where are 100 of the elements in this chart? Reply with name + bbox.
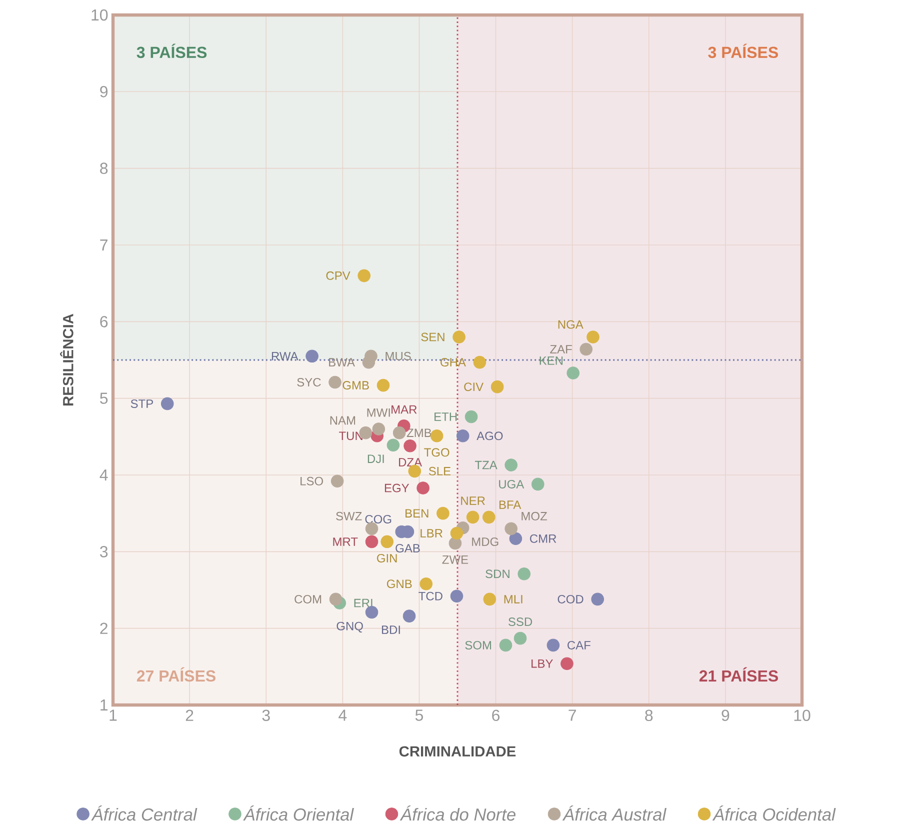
annotation: ETH bbox=[434, 412, 457, 421]
point bbox=[450, 590, 464, 603]
x-axis-title: CRIMINALIDADE bbox=[399, 746, 516, 757]
point bbox=[509, 532, 522, 546]
point bbox=[452, 330, 466, 344]
x-tick-label: 8 bbox=[645, 710, 653, 722]
annotation: CAF bbox=[568, 640, 590, 650]
annotation: SWZ bbox=[336, 512, 362, 520]
point bbox=[160, 397, 174, 410]
point bbox=[372, 422, 386, 436]
annotation: GAB bbox=[396, 544, 420, 553]
annotation: 27 PAÍSES bbox=[136, 667, 216, 682]
x-tick-label: 1 bbox=[110, 710, 117, 721]
annotation: ERI bbox=[354, 598, 372, 608]
legend-label: África Ocidental bbox=[712, 806, 836, 821]
annotation: TGO bbox=[424, 448, 450, 457]
annotation: UGA bbox=[499, 480, 524, 488]
annotation: KEN bbox=[540, 356, 563, 365]
annotation: ZWE bbox=[442, 555, 468, 564]
annotation: CIV bbox=[464, 382, 484, 392]
point bbox=[358, 269, 371, 282]
point bbox=[456, 429, 470, 442]
annotation: MAR bbox=[392, 405, 417, 414]
point bbox=[586, 330, 600, 344]
annotation: GNB bbox=[386, 580, 412, 588]
y-tick-label: 2 bbox=[100, 622, 108, 634]
annotation: DZA bbox=[399, 458, 422, 466]
x-tick-label: 3 bbox=[262, 710, 270, 722]
point bbox=[580, 342, 593, 356]
y-tick-label: 7 bbox=[100, 240, 108, 250]
annotation: COG bbox=[365, 514, 392, 524]
point bbox=[404, 439, 416, 452]
annotation: MDG bbox=[472, 537, 498, 546]
annotation: CMR bbox=[530, 534, 556, 543]
y-tick-label: 10 bbox=[92, 9, 108, 21]
legend-label: África Austral bbox=[562, 806, 667, 821]
point bbox=[473, 356, 486, 369]
point bbox=[482, 510, 496, 524]
annotation: MUS bbox=[386, 352, 411, 360]
annotation: MLI bbox=[504, 595, 522, 604]
annotation: LBR bbox=[420, 529, 442, 538]
annotation: CPV bbox=[326, 271, 350, 280]
point bbox=[416, 482, 430, 494]
annotation: EGY bbox=[384, 484, 410, 492]
annotation: 3 PAÍSES bbox=[708, 44, 778, 58]
annotation: LSO bbox=[300, 476, 323, 486]
annotation: AGO bbox=[476, 432, 503, 440]
point bbox=[362, 356, 376, 369]
point bbox=[464, 410, 478, 424]
annotation: NAM bbox=[330, 416, 356, 425]
annotation: GIN bbox=[377, 554, 397, 562]
x-tick-label: 9 bbox=[722, 710, 730, 722]
annotation: ZMB bbox=[406, 428, 432, 437]
point bbox=[566, 366, 580, 380]
x-tick-label: 4 bbox=[338, 710, 347, 721]
x-tick-label: 6 bbox=[492, 710, 500, 722]
annotation: MRT bbox=[333, 538, 358, 546]
point bbox=[392, 426, 406, 440]
legend-label: África Oriental bbox=[243, 806, 354, 821]
point bbox=[546, 638, 560, 652]
y-tick-label: 9 bbox=[100, 86, 108, 98]
annotation: 21 PAÍSES bbox=[699, 667, 778, 682]
point bbox=[330, 474, 344, 488]
y-tick-label: 6 bbox=[100, 316, 108, 328]
point bbox=[483, 592, 496, 606]
point bbox=[386, 438, 400, 452]
point bbox=[328, 376, 342, 389]
point bbox=[365, 535, 378, 548]
point bbox=[450, 526, 464, 540]
y-tick-label: 4 bbox=[100, 470, 108, 480]
point bbox=[499, 638, 512, 652]
annotation: SEN bbox=[421, 332, 444, 342]
point bbox=[504, 458, 518, 472]
annotation: LBY bbox=[532, 659, 553, 668]
x-tick-label: 10 bbox=[794, 710, 810, 722]
point bbox=[514, 632, 527, 645]
annotation: NGA bbox=[558, 320, 584, 329]
annotation: SLE bbox=[428, 466, 451, 476]
annotation: SYC bbox=[297, 378, 321, 386]
point bbox=[504, 522, 518, 536]
annotation: MWI bbox=[367, 408, 390, 417]
legend-label: África do Norte bbox=[400, 806, 516, 821]
point bbox=[420, 577, 433, 590]
y-tick-label: 3 bbox=[100, 546, 108, 558]
x-tick-label: 5 bbox=[415, 710, 423, 721]
point bbox=[436, 506, 450, 520]
annotation: BFA bbox=[499, 500, 522, 509]
annotation: BDI bbox=[382, 626, 400, 634]
legend-label: África Central bbox=[91, 806, 198, 821]
annotation: COD bbox=[558, 594, 584, 604]
point bbox=[380, 535, 394, 548]
point bbox=[376, 378, 390, 392]
annotation: STP bbox=[130, 399, 153, 408]
x-tick-label: 7 bbox=[568, 710, 576, 721]
point bbox=[466, 510, 480, 524]
point bbox=[402, 610, 416, 622]
point bbox=[430, 429, 444, 442]
annotation: GHA bbox=[440, 358, 466, 367]
x-tick-label: 2 bbox=[186, 710, 194, 721]
point bbox=[306, 350, 318, 363]
